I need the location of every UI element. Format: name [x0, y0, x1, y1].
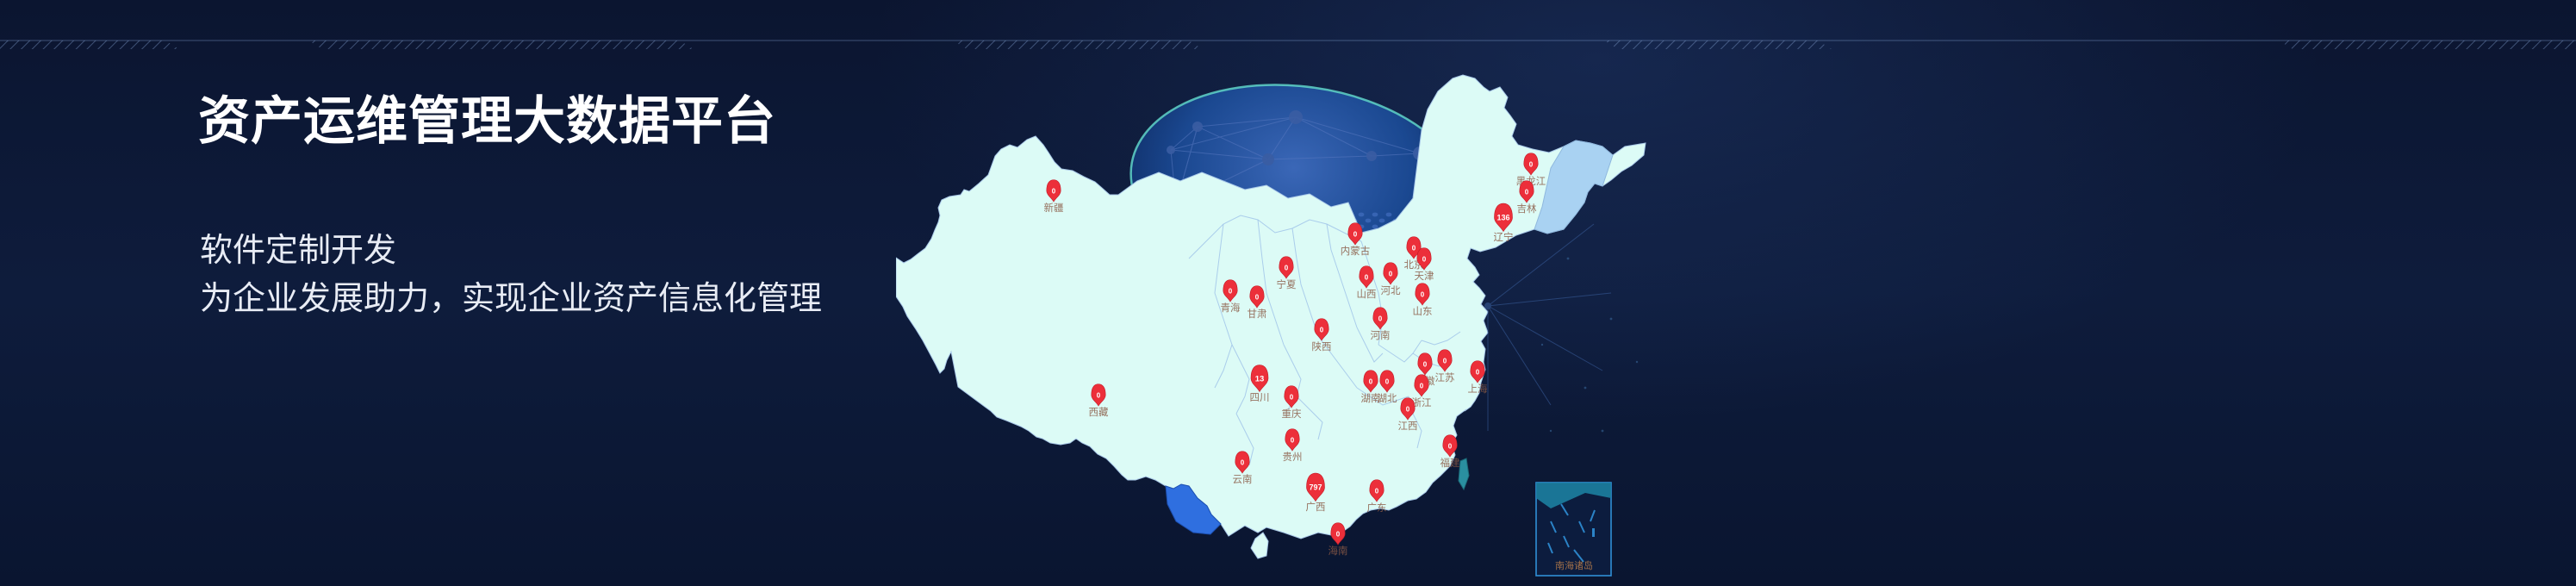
svg-text:0: 0 — [1052, 187, 1056, 195]
svg-text:海南: 海南 — [1328, 545, 1348, 557]
svg-text:0: 0 — [1448, 442, 1453, 450]
svg-text:0: 0 — [1476, 368, 1480, 376]
svg-text:天津: 天津 — [1415, 271, 1434, 282]
svg-text:0: 0 — [1285, 264, 1289, 271]
svg-text:山西: 山西 — [1357, 289, 1377, 300]
svg-text:辽宁: 辽宁 — [1494, 231, 1514, 243]
svg-text:云南: 云南 — [1233, 473, 1253, 485]
svg-text:南海诸岛: 南海诸岛 — [1555, 559, 1593, 571]
svg-text:0: 0 — [1097, 391, 1101, 399]
svg-text:797: 797 — [1309, 483, 1322, 492]
svg-text:0: 0 — [1422, 255, 1427, 263]
svg-text:0: 0 — [1336, 530, 1341, 538]
svg-text:0: 0 — [1369, 377, 1373, 385]
svg-text:0: 0 — [1378, 315, 1383, 322]
svg-text:江苏: 江苏 — [1435, 372, 1455, 383]
svg-text:青海: 青海 — [1221, 302, 1241, 314]
svg-text:0: 0 — [1406, 405, 1410, 413]
svg-text:广东: 广东 — [1367, 502, 1387, 514]
svg-text:0: 0 — [1291, 436, 1295, 444]
svg-text:0: 0 — [1229, 287, 1233, 295]
svg-text:河北: 河北 — [1381, 285, 1401, 296]
svg-text:贵州: 贵州 — [1283, 452, 1303, 463]
svg-text:0: 0 — [1389, 270, 1393, 277]
svg-text:河南: 河南 — [1371, 329, 1391, 341]
svg-text:0: 0 — [1529, 160, 1534, 168]
svg-text:内蒙古: 内蒙古 — [1341, 245, 1371, 257]
svg-text:山东: 山东 — [1413, 306, 1433, 317]
svg-text:0: 0 — [1385, 377, 1390, 385]
svg-text:0: 0 — [1290, 393, 1294, 401]
svg-text:0: 0 — [1365, 273, 1369, 281]
svg-text:0: 0 — [1423, 360, 1428, 368]
svg-text:0: 0 — [1255, 293, 1260, 301]
svg-text:136: 136 — [1496, 214, 1509, 222]
svg-text:0: 0 — [1525, 188, 1529, 196]
svg-text:吉林: 吉林 — [1517, 203, 1537, 215]
svg-text:0: 0 — [1375, 487, 1379, 495]
svg-text:上海: 上海 — [1468, 383, 1488, 395]
svg-text:新疆: 新疆 — [1044, 202, 1064, 214]
svg-text:陕西: 陕西 — [1312, 340, 1332, 352]
svg-text:0: 0 — [1421, 290, 1425, 298]
svg-text:0: 0 — [1353, 230, 1358, 238]
svg-text:四川: 四川 — [1250, 392, 1270, 403]
svg-text:0: 0 — [1320, 326, 1324, 334]
svg-text:西藏: 西藏 — [1089, 407, 1109, 418]
svg-text:0: 0 — [1443, 357, 1447, 365]
svg-text:湖南: 湖南 — [1361, 392, 1381, 404]
svg-text:江西: 江西 — [1398, 421, 1418, 432]
svg-text:0: 0 — [1412, 244, 1416, 252]
svg-text:甘肃: 甘肃 — [1248, 309, 1267, 320]
svg-text:0: 0 — [1420, 382, 1424, 390]
svg-text:宁夏: 宁夏 — [1277, 278, 1297, 290]
svg-text:0: 0 — [1241, 458, 1245, 466]
svg-text:广西: 广西 — [1306, 502, 1326, 513]
svg-text:重庆: 重庆 — [1282, 408, 1302, 420]
svg-text:福建: 福建 — [1440, 457, 1460, 469]
svg-text:13: 13 — [1255, 375, 1265, 384]
